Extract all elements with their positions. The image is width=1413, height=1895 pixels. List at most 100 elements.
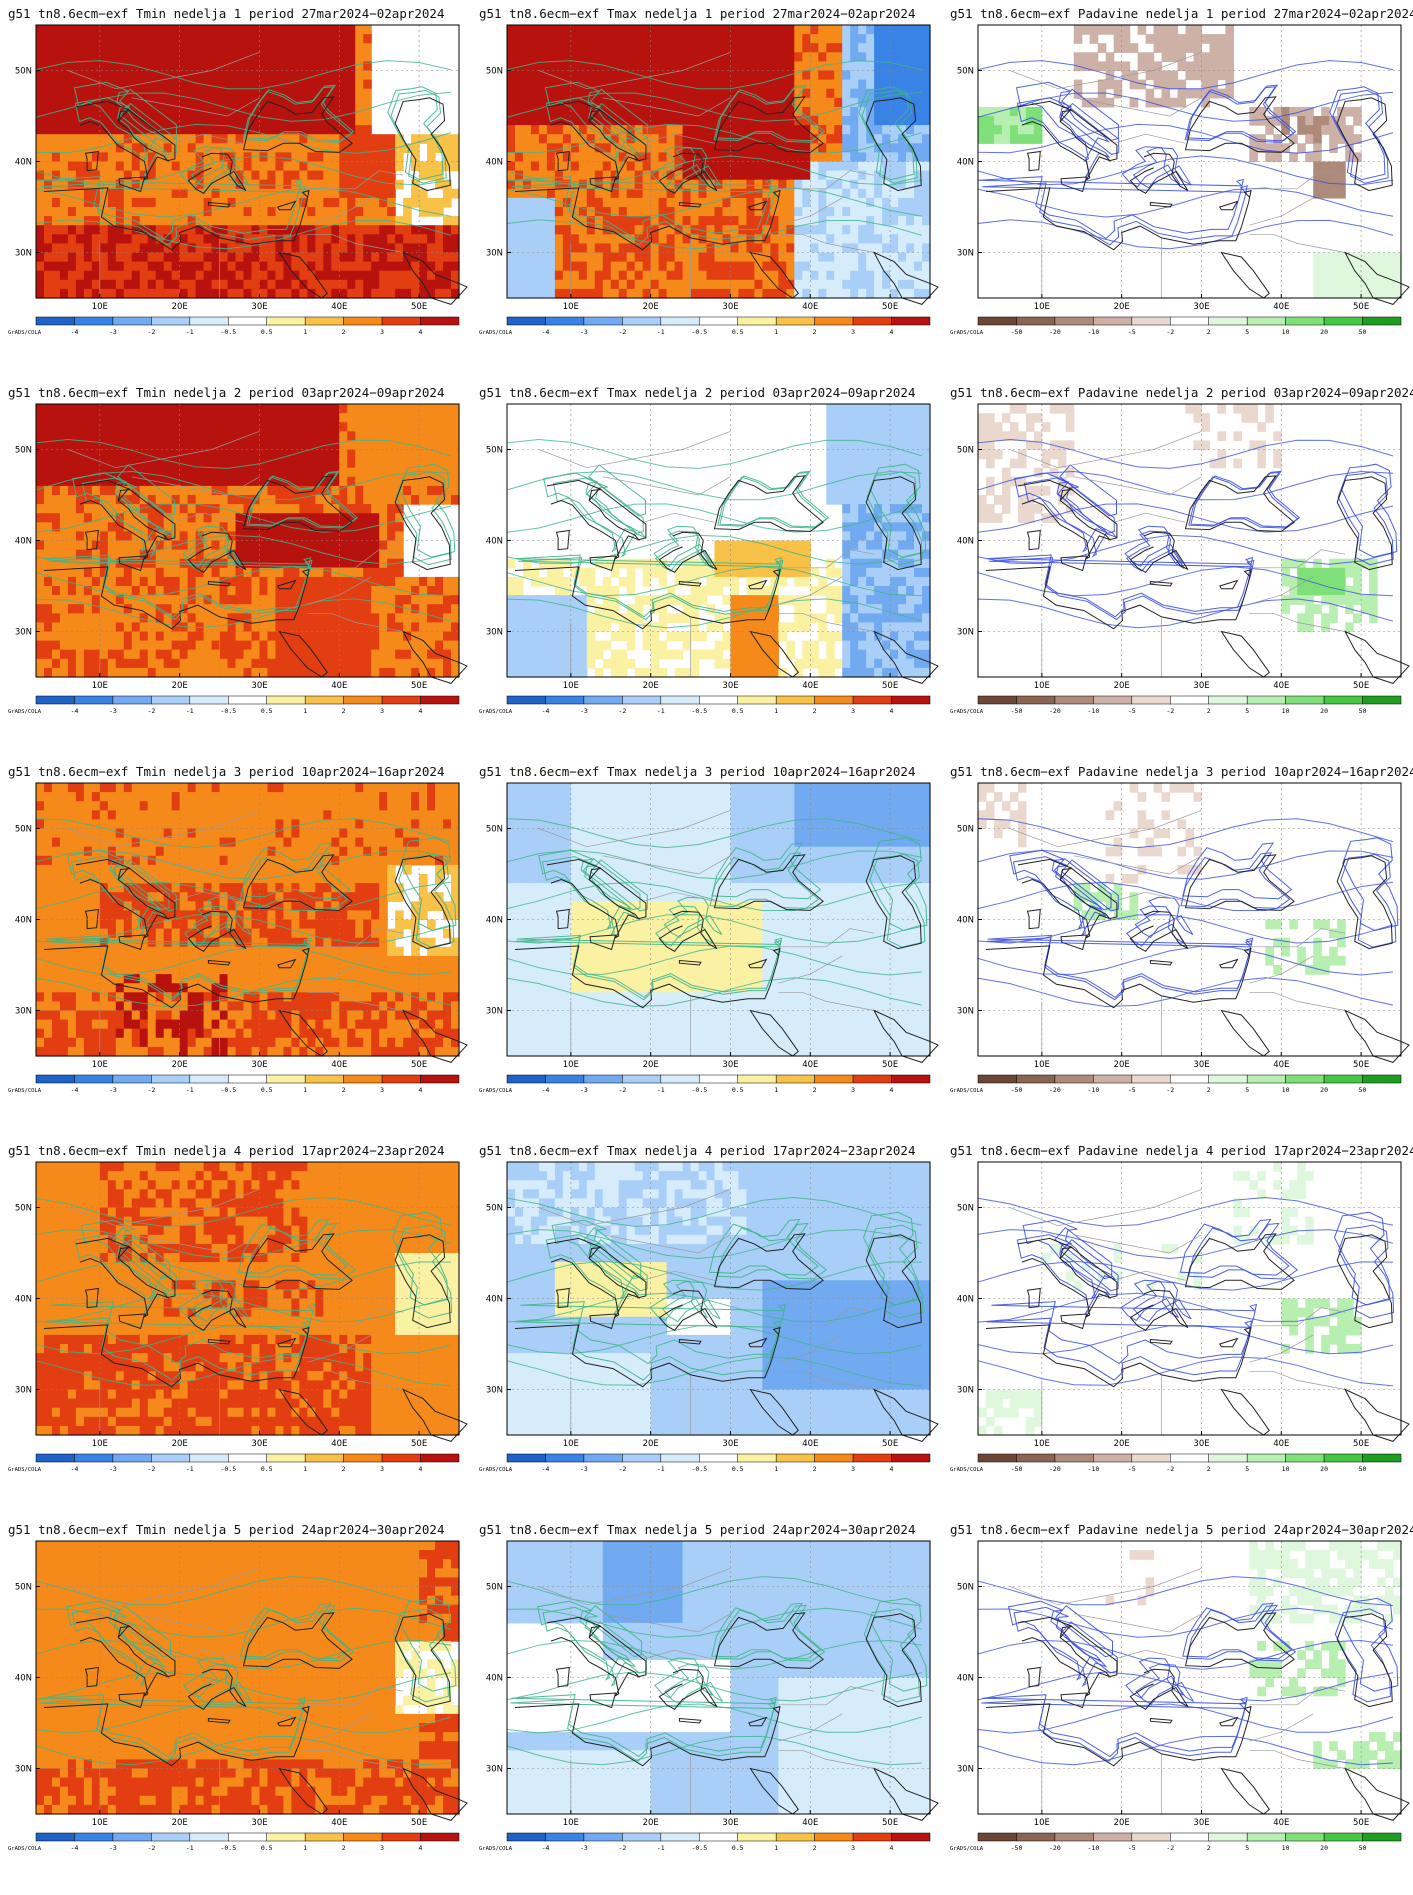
colorbar-swatch — [304, 1832, 344, 1842]
colorbar-swatch — [737, 316, 777, 326]
colorbar-label: -3 — [109, 328, 117, 336]
lon-tick-label: 20E — [172, 681, 188, 691]
graticule — [507, 404, 930, 677]
colorbar: -50 -20 -10 -5 -2 2 5 10 20 50 GrADS/COLA — [950, 695, 1402, 715]
lon-tick-label: 40E — [802, 681, 818, 691]
colorbar-swatch — [304, 1453, 344, 1463]
color-field — [978, 1162, 1362, 1436]
lon-tick-label: 30E — [1193, 681, 1209, 691]
colorbar: -4 -3 -2 -1 -0.5 0.5 1 2 3 4 GrADS/COLA — [8, 1074, 460, 1094]
lon-tick-label: 40E — [1273, 302, 1289, 312]
lon-tick-label: 40E — [331, 1818, 347, 1828]
colorbar-swatch — [112, 1453, 152, 1463]
lon-tick-label: 10E — [1034, 1818, 1050, 1828]
lon-tick-label: 40E — [802, 1060, 818, 1070]
colorbar-label: 3 — [380, 1465, 384, 1473]
coastlines — [514, 1612, 939, 1821]
colorbar-label: -2 — [1166, 1844, 1174, 1852]
colorbar-swatch — [1323, 316, 1363, 326]
colorbar-label: -4 — [542, 1844, 550, 1852]
colorbar-swatch — [1323, 1074, 1363, 1084]
colorbar-label: -2 — [147, 1086, 155, 1094]
colorbar-label: 2 — [342, 1086, 346, 1094]
colorbar-swatch — [1016, 1832, 1056, 1842]
lon-tick-label: 40E — [802, 302, 818, 312]
colorbar-swatch — [1323, 1832, 1363, 1842]
colorbar-label: 4 — [890, 1844, 894, 1852]
colorbar-swatch — [266, 316, 306, 326]
colorbar-swatch — [1246, 1453, 1286, 1463]
lat-tick-label: 30N — [957, 1386, 974, 1396]
colorbar-label: -3 — [109, 707, 117, 715]
colorbar-swatch — [1208, 1832, 1248, 1842]
color-field — [36, 404, 460, 678]
colorbar-swatch — [1054, 316, 1094, 326]
colorbar-label: -20 — [1049, 328, 1061, 336]
lat-tick-label: 40N — [486, 916, 503, 926]
colorbar-label: -0.5 — [691, 1844, 707, 1852]
colorbar-swatch — [506, 316, 546, 326]
colorbar-label: 10 — [1282, 1844, 1290, 1852]
colorbar-label: -4 — [71, 1465, 79, 1473]
color-field — [36, 1162, 460, 1436]
map-panel-w5-pad: 50N 40N 30N 10E 20E 30E 40E 50E -50 -20 -10 -5 -2 2 5 1… — [942, 1516, 1413, 1895]
colorbar-swatch — [1054, 1074, 1094, 1084]
panel-title: g51 tn8.6ecm−exf Tmax nedelja 3 period 1… — [479, 764, 916, 779]
lat-tick-label: 30N — [486, 1007, 503, 1017]
colorbar-swatch — [1131, 316, 1171, 326]
colorbar-swatch — [151, 1074, 191, 1084]
colorbar-swatch — [343, 316, 383, 326]
map-panel-w1-tmin: 50N 40N 30N 10E 20E 30E 40E 50E -4 -3 -2 -1 -0.5 0.5 1… — [0, 0, 471, 379]
colorbar-label: -1 — [186, 1465, 194, 1473]
grads-label: GrADS/COLA — [479, 1467, 513, 1473]
colorbar-swatch — [1131, 1074, 1171, 1084]
lat-tick-label: 30N — [15, 628, 32, 638]
panel-title: g51 tn8.6ecm−exf Padavine nedelja 2 peri… — [950, 385, 1413, 400]
panel-title: g51 tn8.6ecm−exf Tmin nedelja 5 period 2… — [8, 1522, 445, 1537]
map-panel-w2-tmin: 50N 40N 30N 10E 20E 30E 40E 50E -4 -3 -2 -1 -0.5 0.5 1… — [0, 379, 471, 758]
colorbar: -4 -3 -2 -1 -0.5 0.5 1 2 3 4 GrADS/COLA — [8, 1453, 460, 1473]
graticule — [978, 783, 1401, 1056]
lon-tick-label: 10E — [92, 1439, 108, 1449]
colorbar-swatch — [1362, 695, 1402, 705]
lat-tick-label: 50N — [957, 825, 974, 835]
graticule — [36, 25, 459, 298]
colorbar-swatch — [977, 1453, 1017, 1463]
colorbar-label: -0.5 — [691, 707, 707, 715]
colorbar-label: 1 — [303, 1844, 307, 1852]
colorbar-label: -2 — [618, 707, 626, 715]
map-panel-w5-tmin: 50N 40N 30N 10E 20E 30E 40E 50E -4 -3 -2 -1 -0.5 0.5 1… — [0, 1516, 471, 1895]
panel-title: g51 tn8.6ecm−exf Tmax nedelja 5 period 2… — [479, 1522, 916, 1537]
map-canvas: 50N 40N 30N 10E 20E 30E 40E 50E -50 -20 -10 -5 -2 2 5 1… — [950, 1540, 1410, 1852]
lat-tick-label: 50N — [15, 67, 32, 77]
colorbar-label: -50 — [1011, 1086, 1023, 1094]
lon-tick-label: 50E — [1353, 681, 1369, 691]
map-canvas: 50N 40N 30N 10E 20E 30E 40E 50E -4 -3 -2 -1 -0.5 0.5 1… — [479, 1161, 939, 1473]
lon-tick-label: 40E — [1273, 1439, 1289, 1449]
lon-tick-label: 40E — [331, 681, 347, 691]
colorbar-swatch — [1246, 1832, 1286, 1842]
colorbar-swatch — [852, 1453, 892, 1463]
lon-tick-label: 30E — [722, 1060, 738, 1070]
grads-label: GrADS/COLA — [950, 1467, 984, 1473]
colorbar-label: 1 — [774, 1844, 778, 1852]
coastlines — [985, 475, 1410, 684]
colorbar-swatch — [189, 695, 229, 705]
colorbar-label: -2 — [1166, 1465, 1174, 1473]
lon-tick-label: 20E — [643, 302, 659, 312]
colorbar-label: -3 — [580, 1465, 588, 1473]
colorbar-label: -1 — [657, 707, 665, 715]
colorbar-swatch — [622, 1074, 662, 1084]
lat-tick-label: 50N — [15, 1583, 32, 1593]
colorbar-swatch — [852, 1074, 892, 1084]
colorbar-swatch — [420, 1832, 460, 1842]
colorbar-swatch — [266, 1074, 306, 1084]
colorbar-swatch — [1246, 316, 1286, 326]
lat-tick-label: 40N — [486, 537, 503, 547]
colorbar-swatch — [1323, 695, 1363, 705]
colorbar-swatch — [1093, 316, 1133, 326]
colorbar-label: 4 — [890, 1465, 894, 1473]
colorbar-swatch — [74, 1832, 114, 1842]
colorbar-swatch — [583, 1832, 623, 1842]
contour-lines — [35, 1196, 453, 1387]
